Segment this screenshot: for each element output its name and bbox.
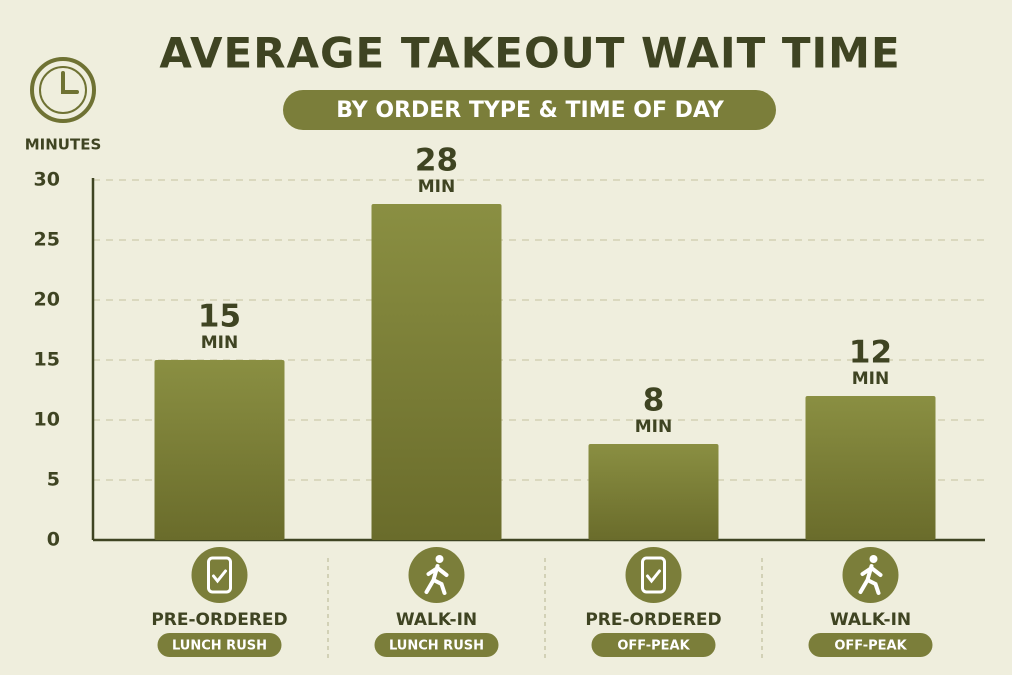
- subcategory-pill: [591, 633, 716, 657]
- category-icon: [842, 547, 899, 603]
- subtitle-pill: [283, 90, 776, 130]
- bar: [371, 204, 502, 540]
- value-unit: MIN: [852, 369, 889, 389]
- y-tick-label: 15: [34, 349, 60, 371]
- value-unit: MIN: [418, 177, 455, 197]
- x-subcategory-label: OFF-PEAK: [617, 639, 690, 654]
- bar: [154, 360, 285, 540]
- check: [646, 569, 661, 584]
- icon-circle: [191, 547, 248, 603]
- x-tick-label: WALK-IN: [396, 610, 477, 630]
- subcategory-pill: [808, 633, 933, 657]
- subcategory-pill: [157, 633, 282, 657]
- x-tick-label: PRE-ORDERED: [585, 610, 721, 630]
- chart-subtitle: BY ORDER TYPE & TIME OF DAY: [336, 98, 725, 123]
- y-axis-label: MINUTES: [25, 136, 102, 154]
- value-label: 8: [643, 383, 665, 419]
- y-tick-label: 0: [47, 529, 60, 551]
- check: [212, 569, 227, 584]
- walker-body: [858, 564, 883, 595]
- value-label: 15: [198, 299, 241, 335]
- value-label: 12: [849, 335, 892, 371]
- phone: [207, 556, 232, 594]
- category-icon: [625, 547, 682, 603]
- y-tick-label: 5: [47, 469, 60, 491]
- x-subcategory-label: LUNCH RUSH: [389, 639, 484, 654]
- x-tick-label: PRE-ORDERED: [151, 610, 287, 630]
- value-unit: MIN: [635, 417, 672, 437]
- x-subcategory-label: LUNCH RUSH: [172, 639, 267, 654]
- subcategory-pill: [374, 633, 499, 657]
- clock-icon: [30, 57, 96, 123]
- x-subcategory-label: OFF-PEAK: [834, 639, 907, 654]
- walker-head: [435, 555, 444, 563]
- category-icon: [191, 547, 248, 603]
- category-icon: [408, 547, 465, 603]
- phone: [641, 556, 666, 594]
- chart-title: AVERAGE TAKEOUT WAIT TIME: [159, 29, 900, 78]
- bar: [805, 396, 936, 540]
- bar: [588, 444, 719, 540]
- y-tick-label: 25: [34, 229, 60, 251]
- walker-head: [869, 555, 878, 563]
- value-label: 28: [415, 143, 458, 179]
- y-tick-label: 30: [34, 169, 60, 191]
- y-tick-label: 10: [34, 409, 60, 431]
- value-unit: MIN: [201, 333, 238, 353]
- icon-circle: [625, 547, 682, 603]
- y-tick-label: 20: [34, 289, 60, 311]
- walker-body: [424, 564, 449, 595]
- x-tick-label: WALK-IN: [830, 610, 911, 630]
